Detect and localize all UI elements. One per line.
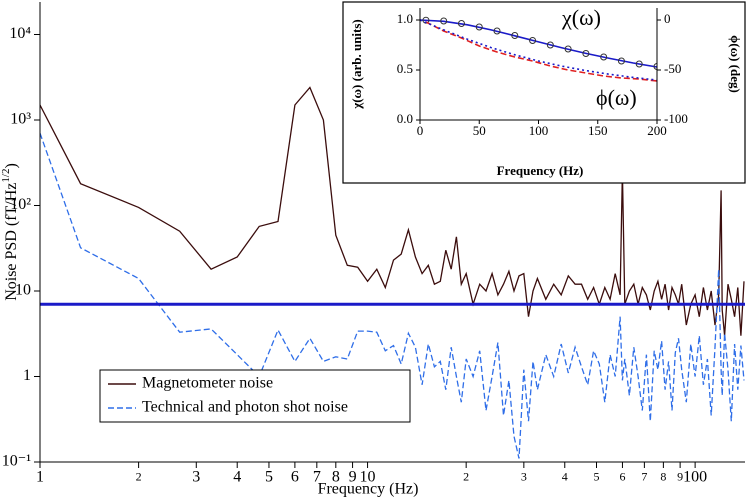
legend-box xyxy=(99,369,411,423)
y-axis-label-end: ) xyxy=(3,163,20,168)
y-tick-label: 0.5 xyxy=(397,61,413,76)
x-tick-label: 9 xyxy=(349,468,357,485)
annotation: ϕ(ω) xyxy=(596,85,637,110)
marker xyxy=(564,45,572,53)
x-tick-label: 5 xyxy=(265,468,273,485)
x-tick-label: 3 xyxy=(192,468,200,485)
x-tick-label: 4 xyxy=(562,469,568,483)
inset-chart: Frequency (Hz) χ(ω) (arb. units) ϕ(ω) (deg… xyxy=(342,1,746,184)
x-tick-label: 8 xyxy=(332,468,340,485)
x-axis-label: Frequency (Hz) xyxy=(318,481,419,498)
y-tick-label: 0.0 xyxy=(397,111,413,126)
marker xyxy=(617,57,625,65)
x-tick-label: 150 xyxy=(588,123,608,138)
y-tick-label: 10⁴ xyxy=(9,25,31,42)
marker xyxy=(546,41,554,49)
legend-label: Technical and photon shot noise xyxy=(142,399,348,416)
x-tick-label: 3 xyxy=(521,469,527,483)
y-axis-label-main: Noise PSD (fT/Hz xyxy=(3,183,20,301)
series-line xyxy=(420,19,657,81)
legend-label: Magnetometer noise xyxy=(142,375,273,392)
x-tick-label: 50 xyxy=(473,123,486,138)
x-tick-label: 9 xyxy=(677,469,683,483)
series-line xyxy=(420,19,657,68)
y-axis-label: Noise PSD (fT/Hz1/2) xyxy=(0,163,20,301)
x-tick-label: 10 xyxy=(360,468,376,485)
plot-area xyxy=(40,86,745,459)
x-tick-label: 6 xyxy=(619,469,625,483)
marker xyxy=(600,53,608,61)
y-tick-label: 1 xyxy=(23,367,31,384)
marker xyxy=(493,27,501,35)
inset-y2-label: ϕ(ω) (deg) xyxy=(728,35,743,93)
inset-frame xyxy=(342,1,746,184)
annotation: χ(ω) xyxy=(561,5,601,30)
x-tick-label: 8 xyxy=(660,469,666,483)
inset-x-label: Frequency (Hz) xyxy=(497,163,584,178)
marker xyxy=(653,63,657,70)
y-tick-label: 10³ xyxy=(10,111,31,128)
y-tick-label: 1.0 xyxy=(397,11,413,26)
y-tick-label: 10⁻¹ xyxy=(2,453,31,470)
marker xyxy=(511,32,519,39)
marker xyxy=(440,17,448,25)
y2-tick-label: -50 xyxy=(664,61,681,76)
inset-y-label: χ(ω) (arb. units) xyxy=(349,19,364,110)
x-tick-label: 1 xyxy=(36,468,44,485)
series-line xyxy=(40,132,745,459)
series-line xyxy=(425,21,657,82)
x-tick-label: 2 xyxy=(136,469,142,483)
y-axis-label-sup: 1/2 xyxy=(0,169,12,183)
plot-area xyxy=(420,16,657,82)
marker xyxy=(529,37,537,44)
x-tick-label: 7 xyxy=(641,469,647,483)
x-tick-label: 5 xyxy=(594,469,600,483)
x-tick-label: 100 xyxy=(529,123,549,138)
marker xyxy=(457,20,465,27)
y2-tick-label: -100 xyxy=(664,111,688,126)
x-tick-label: 6 xyxy=(291,468,299,485)
x-tick-label: 100 xyxy=(683,468,707,485)
x-tick-label: 7 xyxy=(313,468,321,485)
x-tick-label: 4 xyxy=(233,468,241,485)
marker xyxy=(635,60,643,68)
y-tick-label: 10 xyxy=(15,282,31,299)
series-line xyxy=(40,86,745,336)
x-tick-label: 200 xyxy=(647,123,667,138)
x-tick-label: 2 xyxy=(463,469,469,483)
y-tick-label: 10² xyxy=(10,196,31,213)
marker xyxy=(475,23,483,31)
x-tick-label: 0 xyxy=(417,123,424,138)
y2-tick-label: 0 xyxy=(664,11,671,26)
marker xyxy=(582,50,590,57)
